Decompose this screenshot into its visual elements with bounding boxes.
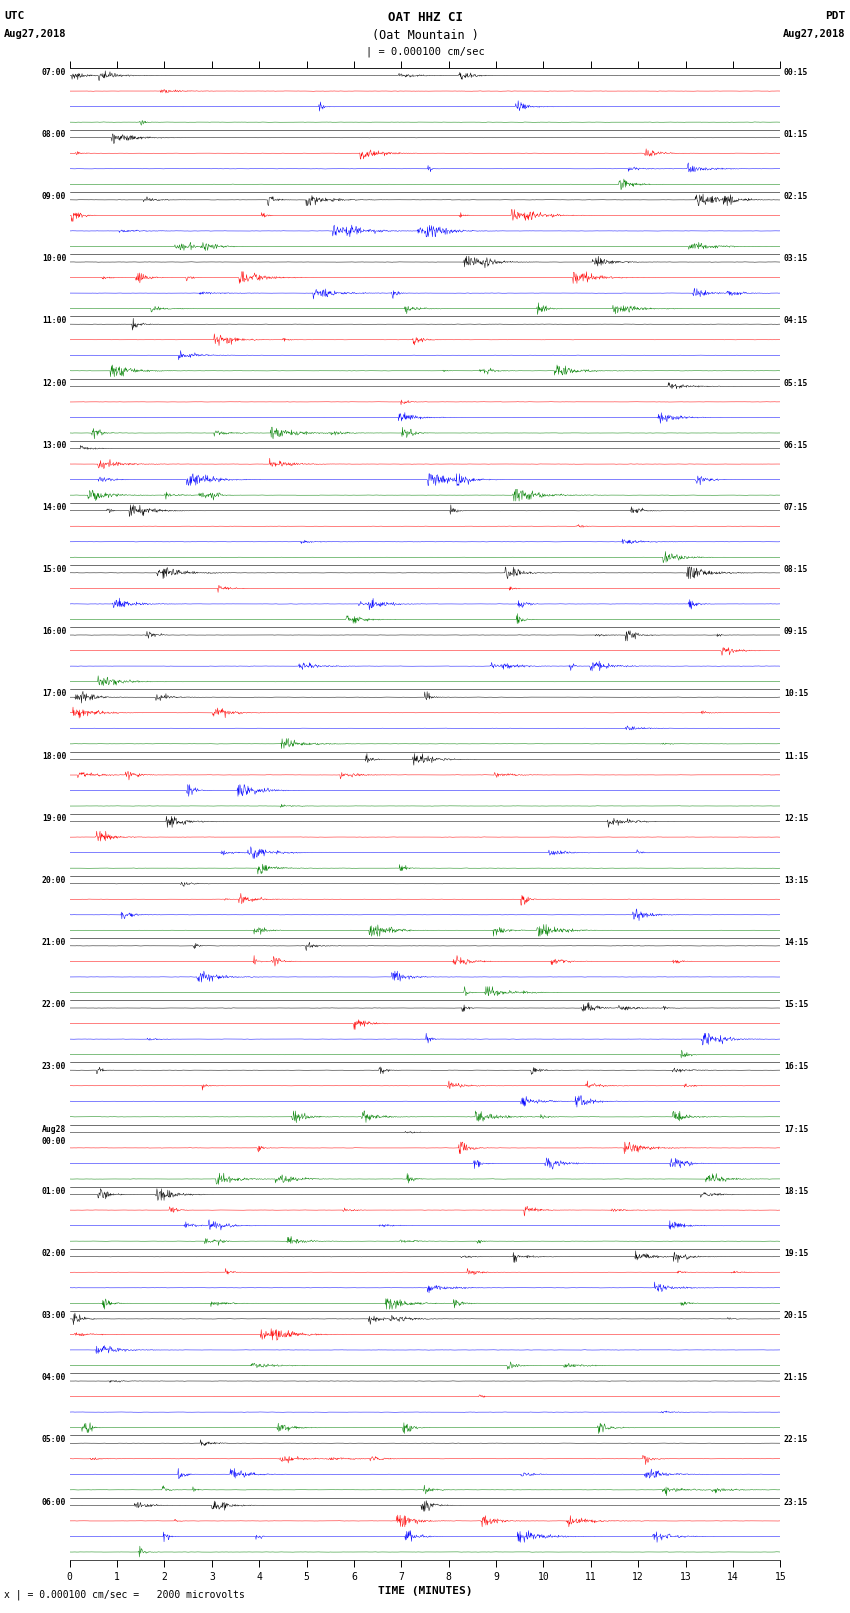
Text: 02:15: 02:15 xyxy=(784,192,808,202)
Text: 01:15: 01:15 xyxy=(784,131,808,139)
Text: 14:15: 14:15 xyxy=(784,939,808,947)
Text: 00:15: 00:15 xyxy=(784,68,808,77)
Text: 21:15: 21:15 xyxy=(784,1373,808,1382)
Text: 14:00: 14:00 xyxy=(42,503,66,511)
Text: 03:00: 03:00 xyxy=(42,1311,66,1319)
Text: 11:00: 11:00 xyxy=(42,316,66,326)
Text: 19:15: 19:15 xyxy=(784,1248,808,1258)
Text: Aug27,2018: Aug27,2018 xyxy=(4,29,67,39)
Text: 18:15: 18:15 xyxy=(784,1187,808,1195)
Text: 01:00: 01:00 xyxy=(42,1187,66,1195)
Text: 16:00: 16:00 xyxy=(42,627,66,636)
Text: 13:00: 13:00 xyxy=(42,440,66,450)
X-axis label: TIME (MINUTES): TIME (MINUTES) xyxy=(377,1586,473,1595)
Text: 16:15: 16:15 xyxy=(784,1063,808,1071)
Text: 17:15: 17:15 xyxy=(784,1124,808,1134)
Text: 06:15: 06:15 xyxy=(784,440,808,450)
Text: 23:15: 23:15 xyxy=(784,1497,808,1507)
Text: 13:15: 13:15 xyxy=(784,876,808,886)
Text: Aug28: Aug28 xyxy=(42,1124,66,1134)
Text: 05:15: 05:15 xyxy=(784,379,808,387)
Text: 10:15: 10:15 xyxy=(784,689,808,698)
Text: 05:00: 05:00 xyxy=(42,1436,66,1444)
Text: 20:00: 20:00 xyxy=(42,876,66,886)
Text: 00:00: 00:00 xyxy=(42,1137,66,1145)
Text: 03:15: 03:15 xyxy=(784,255,808,263)
Text: 04:00: 04:00 xyxy=(42,1373,66,1382)
Text: 23:00: 23:00 xyxy=(42,1063,66,1071)
Text: 20:15: 20:15 xyxy=(784,1311,808,1319)
Text: x | = 0.000100 cm/sec =   2000 microvolts: x | = 0.000100 cm/sec = 2000 microvolts xyxy=(4,1589,245,1600)
Text: 08:15: 08:15 xyxy=(784,565,808,574)
Text: 07:15: 07:15 xyxy=(784,503,808,511)
Text: 09:00: 09:00 xyxy=(42,192,66,202)
Text: 12:00: 12:00 xyxy=(42,379,66,387)
Text: 17:00: 17:00 xyxy=(42,689,66,698)
Text: 06:00: 06:00 xyxy=(42,1497,66,1507)
Text: 18:00: 18:00 xyxy=(42,752,66,761)
Text: 10:00: 10:00 xyxy=(42,255,66,263)
Text: | = 0.000100 cm/sec: | = 0.000100 cm/sec xyxy=(366,47,484,58)
Text: 22:15: 22:15 xyxy=(784,1436,808,1444)
Text: OAT HHZ CI: OAT HHZ CI xyxy=(388,11,462,24)
Text: UTC: UTC xyxy=(4,11,25,21)
Text: 09:15: 09:15 xyxy=(784,627,808,636)
Text: 15:15: 15:15 xyxy=(784,1000,808,1010)
Text: 19:00: 19:00 xyxy=(42,813,66,823)
Text: 12:15: 12:15 xyxy=(784,813,808,823)
Text: PDT: PDT xyxy=(825,11,846,21)
Text: (Oat Mountain ): (Oat Mountain ) xyxy=(371,29,479,42)
Text: 07:00: 07:00 xyxy=(42,68,66,77)
Text: 22:00: 22:00 xyxy=(42,1000,66,1010)
Text: 04:15: 04:15 xyxy=(784,316,808,326)
Text: Aug27,2018: Aug27,2018 xyxy=(783,29,846,39)
Text: 02:00: 02:00 xyxy=(42,1248,66,1258)
Text: 11:15: 11:15 xyxy=(784,752,808,761)
Text: 21:00: 21:00 xyxy=(42,939,66,947)
Text: 15:00: 15:00 xyxy=(42,565,66,574)
Text: 08:00: 08:00 xyxy=(42,131,66,139)
